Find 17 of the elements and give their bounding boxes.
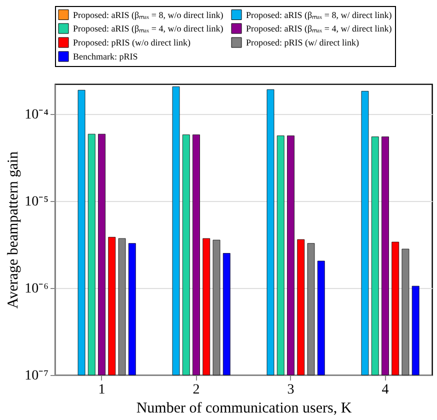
legend-label: Proposed: pRIS (w/ direct link): [246, 38, 359, 48]
x-tick-label: 3: [287, 382, 294, 398]
x-tick-label: 2: [192, 382, 200, 398]
legend-label: Benchmark: pRIS: [73, 52, 138, 62]
y-tick-label: 10⁻⁵: [24, 194, 49, 210]
legend-label: Proposed: pRIS (w/o direct link): [73, 38, 190, 48]
x-axis-title: Number of communication users, K: [136, 400, 352, 416]
legend-label: Proposed: aRIS (βₘₐₓ = 4, w/o direct link): [73, 24, 224, 34]
y-axis-title: Average beampattern gain: [6, 150, 22, 309]
legend-label: Proposed: aRIS (βₘₐₓ = 4, w/ direct link): [246, 24, 392, 34]
y-tick-label: 10⁻⁴: [24, 107, 49, 122]
legend-label: Proposed: aRIS (βₘₐₓ = 8, w/ direct link): [246, 10, 392, 20]
y-tick-label: 10⁻⁷: [24, 368, 49, 384]
x-tick-label: 4: [382, 382, 389, 398]
legend-label: Proposed: aRIS (βₘₐₓ = 8, w/o direct link): [73, 10, 224, 20]
x-tick-label: 1: [98, 382, 106, 398]
y-tick-label: 10⁻⁶: [24, 281, 49, 296]
